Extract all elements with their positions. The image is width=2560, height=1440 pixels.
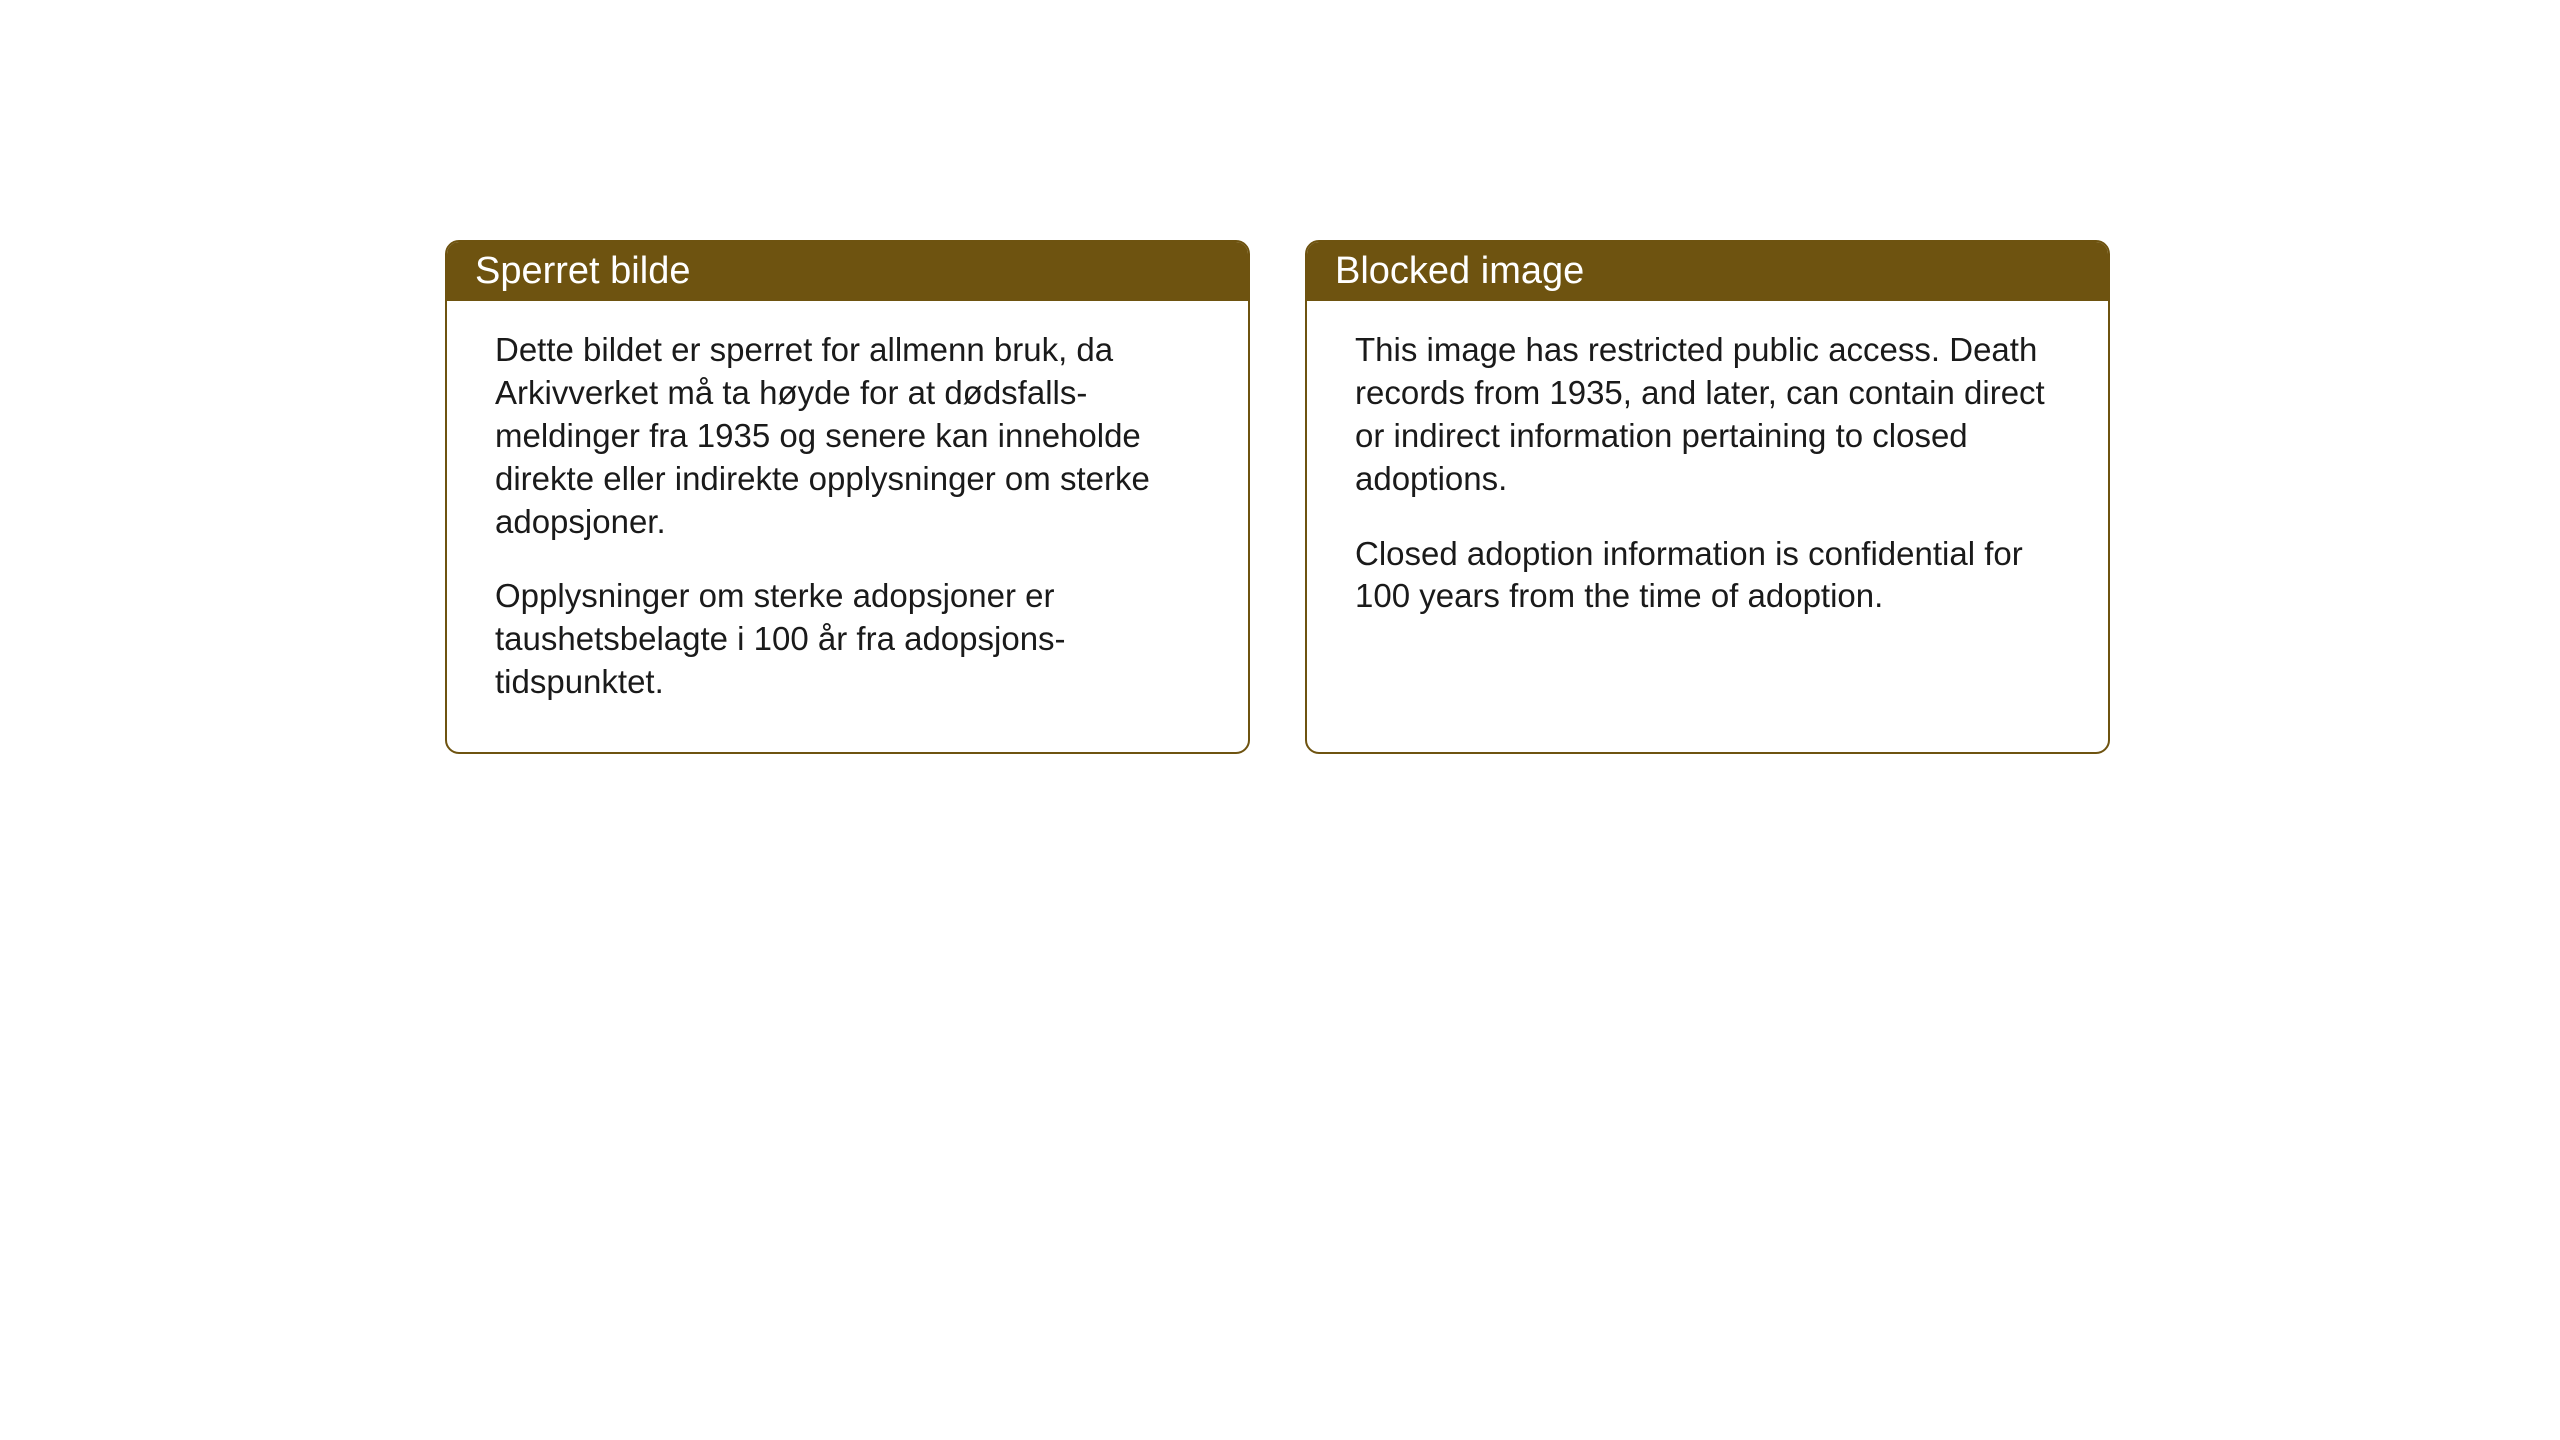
- norwegian-paragraph-2: Opplysninger om sterke adopsjoner er tau…: [495, 575, 1200, 704]
- notice-container: Sperret bilde Dette bildet er sperret fo…: [445, 240, 2110, 754]
- norwegian-paragraph-1: Dette bildet er sperret for allmenn bruk…: [495, 329, 1200, 543]
- english-paragraph-1: This image has restricted public access.…: [1355, 329, 2060, 501]
- norwegian-card-body: Dette bildet er sperret for allmenn bruk…: [447, 301, 1248, 752]
- norwegian-notice-card: Sperret bilde Dette bildet er sperret fo…: [445, 240, 1250, 754]
- english-card-title: Blocked image: [1307, 242, 2108, 301]
- norwegian-card-title: Sperret bilde: [447, 242, 1248, 301]
- english-paragraph-2: Closed adoption information is confident…: [1355, 533, 2060, 619]
- english-card-body: This image has restricted public access.…: [1307, 301, 2108, 666]
- english-notice-card: Blocked image This image has restricted …: [1305, 240, 2110, 754]
